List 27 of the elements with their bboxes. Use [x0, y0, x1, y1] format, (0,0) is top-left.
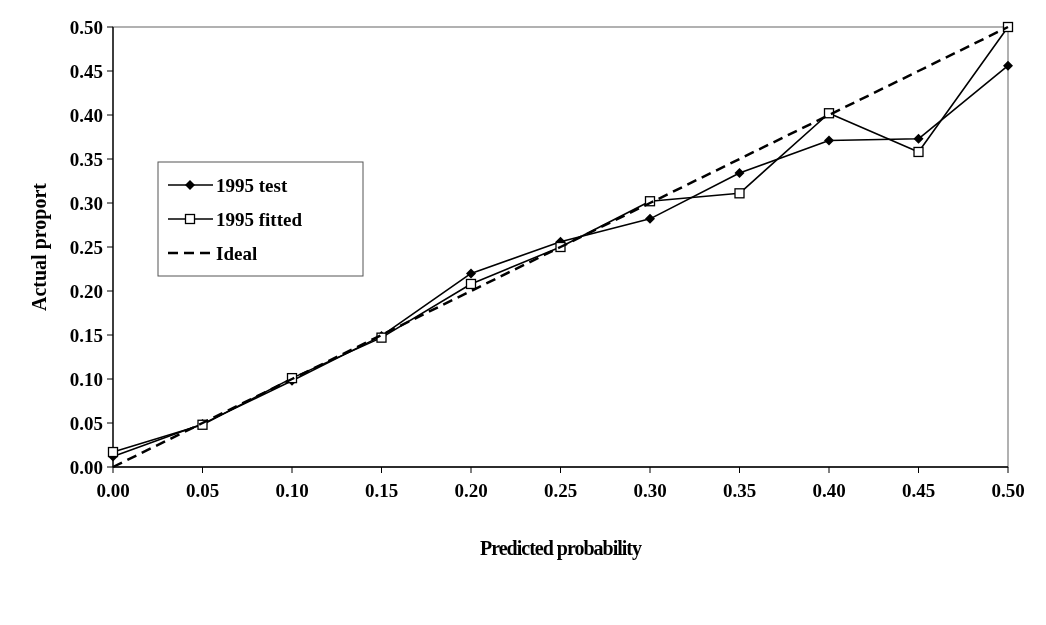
- y-tick-label: 0.00: [69, 456, 103, 478]
- y-tick-label: 0.20: [69, 280, 103, 302]
- y-tick-label: 0.05: [69, 412, 103, 434]
- x-tick-label: 0.25: [543, 480, 578, 501]
- x-tick-label: 0.45: [901, 480, 936, 501]
- y-axis-title: Actual proport: [28, 182, 51, 311]
- y-tick-label: 0.25: [69, 236, 103, 258]
- legend-label: 1995 fitted: [216, 208, 303, 230]
- y-tick-label: 0.15: [69, 324, 103, 346]
- y-tick-label: 0.50: [69, 16, 103, 38]
- x-tick-label: 0.05: [185, 480, 220, 501]
- y-tick-label: 0.45: [69, 60, 103, 82]
- x-tick-label: 0.10: [275, 480, 309, 501]
- x-tick-label: 0.15: [364, 480, 399, 501]
- y-tick-label: 0.30: [69, 192, 103, 214]
- x-tick-label: 0.20: [454, 480, 488, 501]
- x-axis-title: Predicted probability: [479, 537, 643, 560]
- y-tick-label: 0.40: [69, 104, 103, 126]
- x-tick-label: 0.00: [96, 480, 130, 501]
- y-tick-label: 0.35: [69, 148, 103, 170]
- x-tick-label: 0.30: [633, 480, 667, 501]
- x-tick-label: 0.40: [812, 480, 846, 501]
- legend-label: 1995 test: [216, 174, 288, 196]
- x-tick-label: 0.50: [991, 480, 1025, 501]
- legend-label: Ideal: [216, 242, 258, 264]
- y-tick-label: 0.10: [69, 368, 103, 390]
- x-tick-label: 0.35: [722, 480, 757, 501]
